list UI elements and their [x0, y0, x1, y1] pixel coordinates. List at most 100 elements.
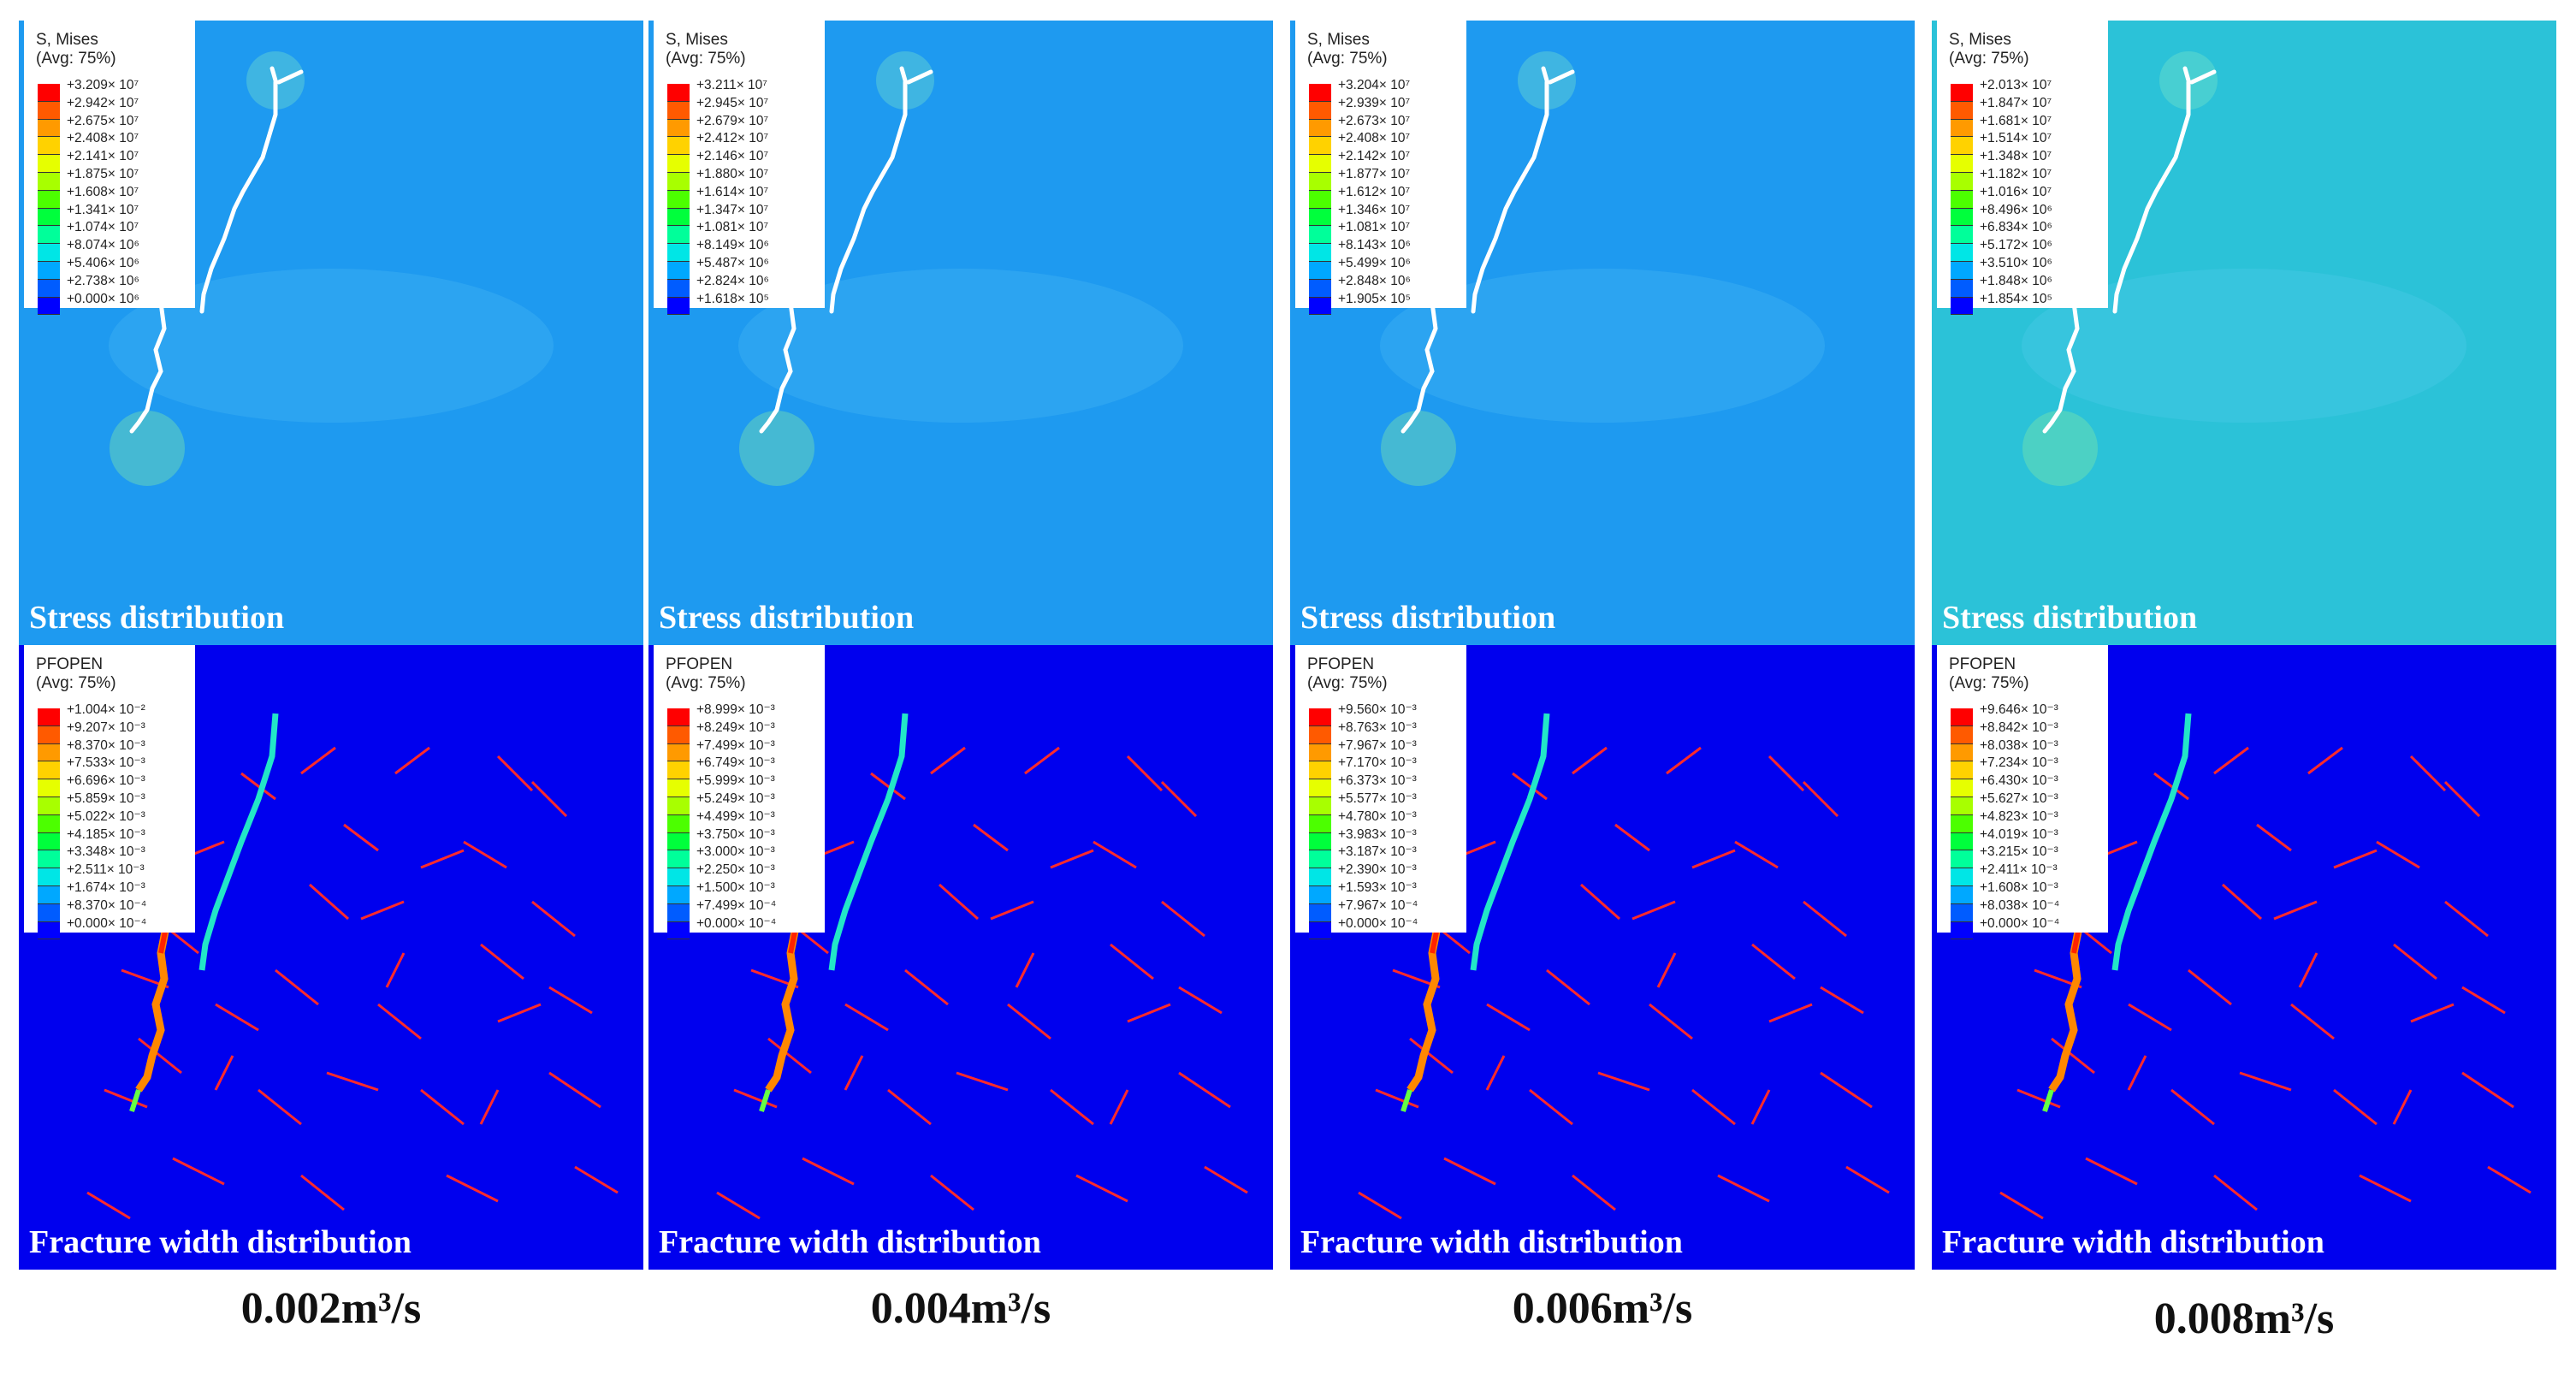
- legend-value: +2.939× 10⁷: [1338, 95, 1411, 110]
- legend-value: +2.250× 10⁻³: [696, 862, 775, 878]
- legend-title: PFOPEN: [666, 655, 733, 673]
- legend-value: +1.880× 10⁷: [696, 166, 769, 181]
- legend-value: +0.000× 10⁻⁴: [67, 915, 147, 931]
- colorbar-swatch: [38, 244, 60, 262]
- legend-subtitle: (Avg: 75%): [36, 50, 116, 68]
- natural-fracture: [1050, 849, 1094, 869]
- legend-value: +1.612× 10⁷: [1338, 184, 1411, 199]
- legend-value: +5.499× 10⁶: [1338, 255, 1411, 270]
- legend-value: +4.499× 10⁻³: [696, 808, 775, 824]
- colorbar-swatch: [1951, 885, 1973, 904]
- natural-fracture: [2376, 840, 2420, 869]
- natural-fracture: [2213, 746, 2249, 775]
- legend-value: +5.406× 10⁶: [67, 255, 139, 270]
- natural-fracture: [1750, 1089, 1771, 1125]
- natural-fracture: [86, 1191, 131, 1220]
- legend-value: +2.411× 10⁻³: [1980, 862, 2058, 878]
- colorbar-swatch: [1951, 743, 1973, 762]
- natural-fracture: [870, 772, 906, 801]
- colorbar-swatch: [1951, 84, 1973, 102]
- colorbar-swatch: [38, 885, 60, 904]
- natural-fracture: [360, 900, 405, 921]
- natural-fracture: [574, 1165, 619, 1194]
- natural-fracture: [326, 1071, 379, 1092]
- legend-value: +8.074× 10⁶: [67, 238, 139, 253]
- legend-title: PFOPEN: [1307, 655, 1375, 673]
- hydraulic-fracture-width: [1470, 713, 1550, 971]
- rate-label: 0.002m³/s: [240, 1284, 422, 1333]
- colorbar-swatch: [1309, 921, 1331, 940]
- colorbar-swatch: [667, 226, 690, 245]
- legend-value: +1.848× 10⁶: [1980, 273, 2052, 288]
- natural-fracture: [300, 1174, 345, 1211]
- legend-value: +3.211× 10⁷: [696, 78, 767, 92]
- legend-colorbar: [38, 708, 60, 940]
- legend-value: +0.000× 10⁻⁴: [1338, 915, 1418, 931]
- colorbar-swatch: [1951, 708, 1973, 726]
- colorbar-swatch: [667, 279, 690, 298]
- natural-fracture: [2393, 943, 2437, 980]
- legend-value: +7.499× 10⁻³: [696, 737, 775, 753]
- legend-value: +3.204× 10⁷: [1338, 78, 1411, 92]
- colorbar-swatch: [667, 261, 690, 280]
- legend-value: +2.738× 10⁶: [67, 273, 139, 288]
- colorbar-swatch: [38, 297, 60, 316]
- natural-fracture: [1126, 755, 1164, 792]
- colorbar-swatch: [1309, 226, 1331, 245]
- natural-fracture: [2461, 986, 2506, 1015]
- natural-fracture: [1050, 1088, 1094, 1126]
- legend-value: +6.430× 10⁻³: [1980, 773, 2058, 789]
- colorbar-swatch: [38, 101, 60, 120]
- fracture-panel: PFOPEN (Avg: 75%) +8.999× 10⁻³ +8.249× 1…: [648, 645, 1273, 1270]
- colorbar-swatch: [1951, 761, 1973, 780]
- natural-fracture: [2487, 1165, 2532, 1194]
- natural-fracture: [733, 1088, 778, 1109]
- rate-label: 0.008m³/s: [2153, 1294, 2335, 1343]
- colorbar-swatch: [667, 903, 690, 922]
- hydraulic-fracture-width: [759, 1089, 771, 1112]
- stress-legend: S, Mises (Avg: 75%) +3.211× 10⁷ +2.945× …: [654, 21, 825, 316]
- natural-fracture: [1160, 780, 1198, 818]
- colorbar-swatch: [667, 297, 690, 316]
- natural-fracture: [1751, 943, 1796, 980]
- legend-value: +8.763× 10⁻³: [1338, 720, 1417, 735]
- natural-fracture: [275, 968, 319, 1006]
- colorbar-swatch: [38, 814, 60, 833]
- colorbar-swatch: [1951, 868, 1973, 886]
- colorbar-swatch: [667, 797, 690, 815]
- colorbar-swatch: [1951, 779, 1973, 797]
- natural-fracture: [973, 823, 1009, 852]
- natural-fracture: [2128, 1003, 2172, 1032]
- colorbar-swatch: [1951, 279, 1973, 298]
- colorbar-swatch: [38, 921, 60, 940]
- natural-fracture: [1666, 746, 1702, 775]
- legend-value: +2.142× 10⁷: [1338, 149, 1411, 164]
- legend-value: +6.696× 10⁻³: [67, 773, 145, 789]
- colorbar-swatch: [667, 743, 690, 762]
- natural-fracture: [497, 1003, 542, 1023]
- natural-fracture: [2256, 823, 2292, 852]
- colorbar-swatch: [1309, 208, 1331, 227]
- legend-value: +5.859× 10⁻³: [67, 791, 145, 806]
- natural-fracture: [1803, 900, 1847, 938]
- legend-values: +9.560× 10⁻³ +8.763× 10⁻³ +7.967× 10⁻³ +…: [1338, 702, 1462, 933]
- natural-fracture: [1443, 1157, 1496, 1186]
- natural-fracture: [385, 952, 406, 988]
- natural-fracture: [2016, 1088, 2061, 1109]
- natural-fracture: [1024, 746, 1060, 775]
- colorbar-swatch: [1951, 244, 1973, 262]
- stress-panel-title: Stress distribution: [1300, 600, 1556, 636]
- stress-band: [109, 269, 554, 423]
- legend-value: +4.823× 10⁻³: [1980, 808, 2058, 824]
- legend-value: +3.215× 10⁻³: [1980, 844, 2058, 860]
- hydraulic-fracture: [199, 80, 278, 314]
- legend-value: +2.412× 10⁷: [696, 131, 769, 146]
- natural-fracture: [2359, 1174, 2412, 1203]
- legend-value: +8.143× 10⁶: [1338, 238, 1411, 253]
- legend-value: +1.608× 10⁻³: [1980, 879, 2058, 895]
- hydraulic-fracture-width: [2111, 713, 2192, 971]
- natural-fracture: [2443, 780, 2481, 818]
- legend-value: +7.967× 10⁻³: [1338, 737, 1417, 753]
- natural-fracture: [215, 1003, 259, 1032]
